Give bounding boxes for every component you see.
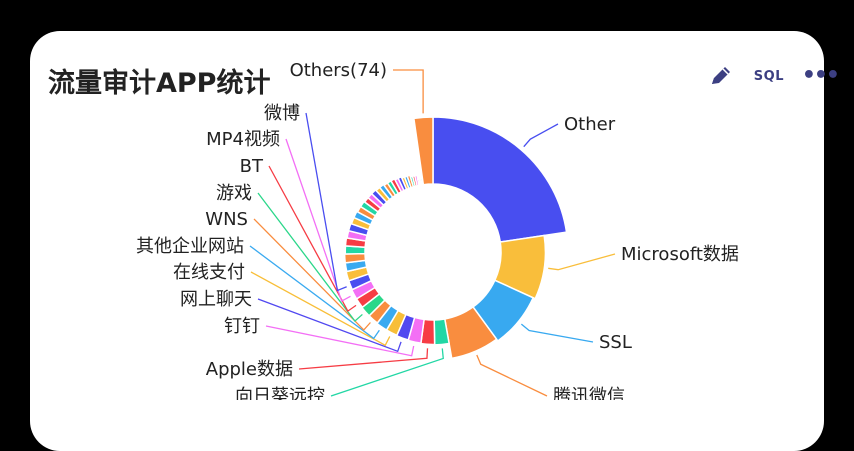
pie-slice[interactable]: [378, 183, 394, 201]
pie-slice-Other[interactable]: [432, 116, 568, 243]
slice-label: SSL: [599, 332, 632, 353]
leader-line: [257, 298, 402, 353]
pie-slice[interactable]: [359, 200, 380, 217]
leader-line: [265, 325, 415, 357]
slice-label: Other: [564, 114, 616, 135]
leader-line: [253, 218, 371, 331]
chart-card: 流量审计APP统计: [30, 31, 824, 451]
leader-line: [268, 165, 357, 313]
slice-label: BT: [240, 156, 264, 177]
slice-label: 其他企业网站: [136, 236, 244, 257]
pie-slice[interactable]: [397, 175, 408, 192]
slice-label: Microsoft数据: [621, 244, 739, 265]
pie-slice[interactable]: [406, 174, 415, 189]
leader-line: [305, 112, 347, 292]
pie-slice-Microsoft数据[interactable]: [493, 234, 547, 300]
slice-label: 腾讯微信: [553, 386, 625, 400]
slice-label: 游戏: [216, 183, 252, 204]
leader-line: [257, 192, 363, 323]
leader-line: [298, 348, 429, 370]
pie-slice[interactable]: [370, 188, 388, 207]
pie-slice[interactable]: [352, 210, 374, 226]
slice-label: 钉钉: [224, 316, 260, 337]
pencil-icon[interactable]: [706, 61, 736, 91]
slice-label: Others(74): [290, 60, 387, 81]
slice-label: 网上聊天: [180, 289, 252, 310]
donut-chart: Other Microsoft数据 SSL 腾讯微信 向日葵远控 Apple数据 钉钉 网上聊…: [136, 60, 739, 400]
pie-slice-腾讯微信[interactable]: [443, 305, 498, 360]
pie-slice-SSL[interactable]: [472, 279, 535, 343]
slice-label: 微博: [264, 103, 300, 124]
slice-label: Apple数据: [206, 359, 293, 380]
leader-line: [285, 138, 351, 302]
leader-line: [330, 348, 444, 397]
page-title: 流量审计APP统计: [48, 68, 271, 99]
slice-label: 向日葵远控: [235, 386, 325, 400]
leader-line: [250, 271, 391, 347]
leader-line: [548, 253, 616, 271]
leader-line: [393, 69, 424, 114]
leader-line: [476, 354, 548, 397]
leader-line: [520, 323, 594, 343]
pie-slice[interactable]: [389, 177, 403, 195]
more-icon[interactable]: •••: [801, 63, 840, 88]
leader-line: [523, 123, 559, 148]
leader-line: [249, 245, 380, 340]
slice-label: WNS: [205, 209, 248, 230]
pie-slice-Others(74)[interactable]: [413, 116, 434, 186]
slice-label: MP4视频: [206, 129, 280, 150]
toolbar: SQL •••: [654, 61, 854, 91]
sql-button[interactable]: SQL: [753, 69, 784, 84]
slice-label: 在线支付: [173, 262, 245, 283]
pie-slice[interactable]: [343, 252, 367, 264]
